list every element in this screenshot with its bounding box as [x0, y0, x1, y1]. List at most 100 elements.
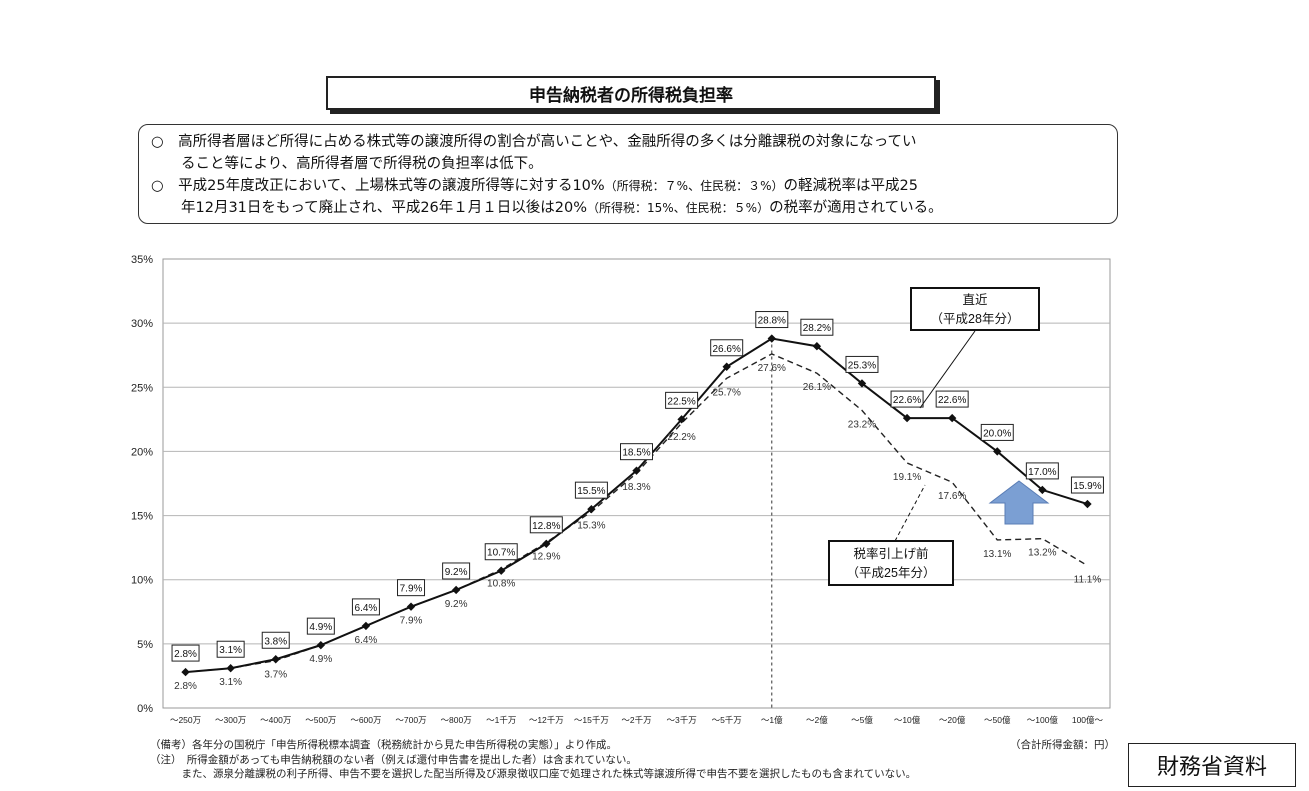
y-tick-label: 25%: [131, 382, 153, 394]
data-label-before: 11.1%: [1074, 575, 1102, 586]
data-point-recent: [226, 664, 235, 673]
note-line-2: ること等により、高所得者層で所得税の負担率は低下。: [181, 156, 543, 172]
data-label-before: 13.2%: [1028, 548, 1056, 559]
y-tick-label: 10%: [131, 575, 153, 587]
page-title: 申告納税者の所得税負担率: [326, 76, 936, 110]
x-tick-label: ～500万: [305, 715, 336, 725]
data-label-recent: 3.1%: [219, 645, 242, 656]
x-tick-label: ～5億: [851, 715, 873, 725]
data-label-box-recent: [216, 640, 245, 658]
data-label-box-recent: [800, 318, 834, 336]
x-tick-label: ～1億: [761, 715, 783, 725]
note-line-3-main: ○ 平成25年度改正において、上場株式等の譲渡所得等に対する10%: [151, 178, 605, 194]
data-label-box-recent: [261, 631, 290, 649]
data-point-recent: [857, 379, 867, 388]
data-label-before: 7.9%: [400, 616, 423, 627]
data-label-recent: 17.0%: [1028, 467, 1056, 478]
data-label-before: 17.6%: [938, 491, 966, 502]
page-title-text: 申告納税者の所得税負担率: [529, 85, 733, 106]
y-tick-label: 5%: [137, 639, 153, 651]
data-point-recent: [767, 334, 776, 343]
x-tick-label: ～15千万: [574, 715, 609, 725]
data-point-recent: [406, 602, 416, 611]
data-label-box-recent: [171, 644, 200, 662]
notes-box: ○ 高所得者層ほど所得に占める株式等の譲渡所得の割合が高いことや、金融所得の多く…: [138, 124, 1118, 224]
data-point-recent: [1038, 485, 1047, 495]
data-point-recent: [587, 504, 596, 514]
data-label-recent: 28.8%: [758, 316, 786, 327]
note-line-3: ○ 平成25年度改正において、上場株式等の譲渡所得等に対する10%（所得税：７%…: [151, 175, 1105, 197]
x-tick-label: ～20億: [939, 715, 966, 725]
data-label-before: 22.2%: [667, 432, 695, 443]
data-label-before: 23.2%: [848, 419, 876, 430]
data-label-before: 6.4%: [355, 635, 378, 646]
data-label-recent: 6.4%: [355, 603, 378, 614]
callout-recent-subtitle: （平成28年分）: [931, 312, 1020, 326]
data-label-before: 10.8%: [487, 578, 515, 589]
data-label-recent: 3.8%: [264, 636, 287, 647]
data-label-recent: 28.2%: [803, 323, 831, 334]
data-point-recent: [181, 667, 190, 677]
data-label-recent: 7.9%: [400, 584, 423, 595]
x-tick-label: ～600万: [350, 715, 381, 725]
data-label-box-recent: [845, 355, 879, 373]
callout-before-leader: [894, 484, 926, 542]
data-label-before: 18.3%: [622, 482, 650, 493]
data-label-box-recent: [529, 516, 563, 534]
data-label-box-recent: [1025, 462, 1059, 480]
data-label-box-recent: [620, 443, 653, 461]
y-tick-label: 20%: [131, 446, 153, 458]
footer-note: （注） 所得金額があっても申告納税額のない者（例えば還付申告書を提出した者）は含…: [150, 754, 637, 766]
y-tick-label: 30%: [131, 318, 153, 330]
note-line-3-end: の軽減税率は平成25: [783, 178, 918, 194]
note-line-4-detail: （所得税：15%、住民税：５%）: [587, 201, 770, 215]
data-point-recent: [497, 566, 506, 575]
callout-before-title: 税率引上げ前: [853, 546, 928, 561]
note-line-3-detail: （所得税：７%、住民税：３%）: [604, 179, 784, 193]
x-tick-label: ～250万: [170, 715, 201, 725]
data-point-recent: [451, 585, 461, 595]
note-line-4-main: 年12月31日をもって廃止され、平成26年１月１日以後は20%: [181, 200, 587, 216]
increase-arrow: [988, 480, 1050, 525]
data-label-box-recent: [890, 390, 924, 408]
data-label-box-recent: [1070, 476, 1104, 494]
data-point-recent: [812, 342, 822, 351]
x-axis-unit: （合計所得金額：円）: [1010, 739, 1115, 751]
x-tick-label: ～12千万: [529, 715, 564, 725]
data-label-box-recent: [306, 617, 335, 635]
data-label-recent: 18.5%: [622, 448, 650, 459]
y-tick-label: 15%: [131, 511, 153, 523]
data-label-before: 15.3%: [577, 521, 605, 532]
data-label-recent: 26.6%: [713, 344, 741, 355]
data-point-recent: [316, 640, 326, 650]
data-label-recent: 20.0%: [983, 428, 1011, 439]
x-tick-label: ～800万: [441, 715, 472, 725]
data-label-before: 19.1%: [893, 472, 921, 483]
y-tick-label: 0%: [137, 703, 153, 715]
data-label-box-recent: [397, 579, 426, 597]
data-label-before: 4.9%: [309, 654, 332, 665]
data-label-box-recent: [710, 339, 744, 357]
data-label-recent: 15.5%: [577, 486, 605, 497]
source-box: 財務省資料: [1128, 743, 1296, 787]
x-tick-label: ～700万: [395, 715, 426, 725]
callout-recent-leader: [919, 330, 976, 409]
data-label-recent: 15.9%: [1073, 481, 1101, 492]
data-point-recent: [632, 466, 641, 475]
x-tick-label: ～10億: [894, 715, 921, 725]
data-label-box-recent: [665, 391, 699, 409]
data-label-before: 2.8%: [174, 681, 197, 692]
data-label-box-recent: [351, 598, 380, 616]
data-label-before: 25.7%: [713, 387, 741, 398]
data-label-box-recent: [935, 390, 969, 408]
x-tick-label: ～400万: [260, 715, 291, 725]
data-label-before: 9.2%: [445, 599, 468, 610]
footer-note-continued: また、源泉分離課税の利子所得、申告不要を選択した配当所得及び源泉徴収口座で処理さ…: [150, 768, 917, 780]
data-label-before: 13.1%: [983, 549, 1011, 560]
data-label-box-recent: [442, 562, 471, 580]
data-point-recent: [902, 413, 912, 423]
x-tick-label: ～2億: [806, 715, 828, 725]
data-point-recent: [1083, 499, 1092, 509]
data-label-recent: 12.8%: [532, 521, 560, 532]
